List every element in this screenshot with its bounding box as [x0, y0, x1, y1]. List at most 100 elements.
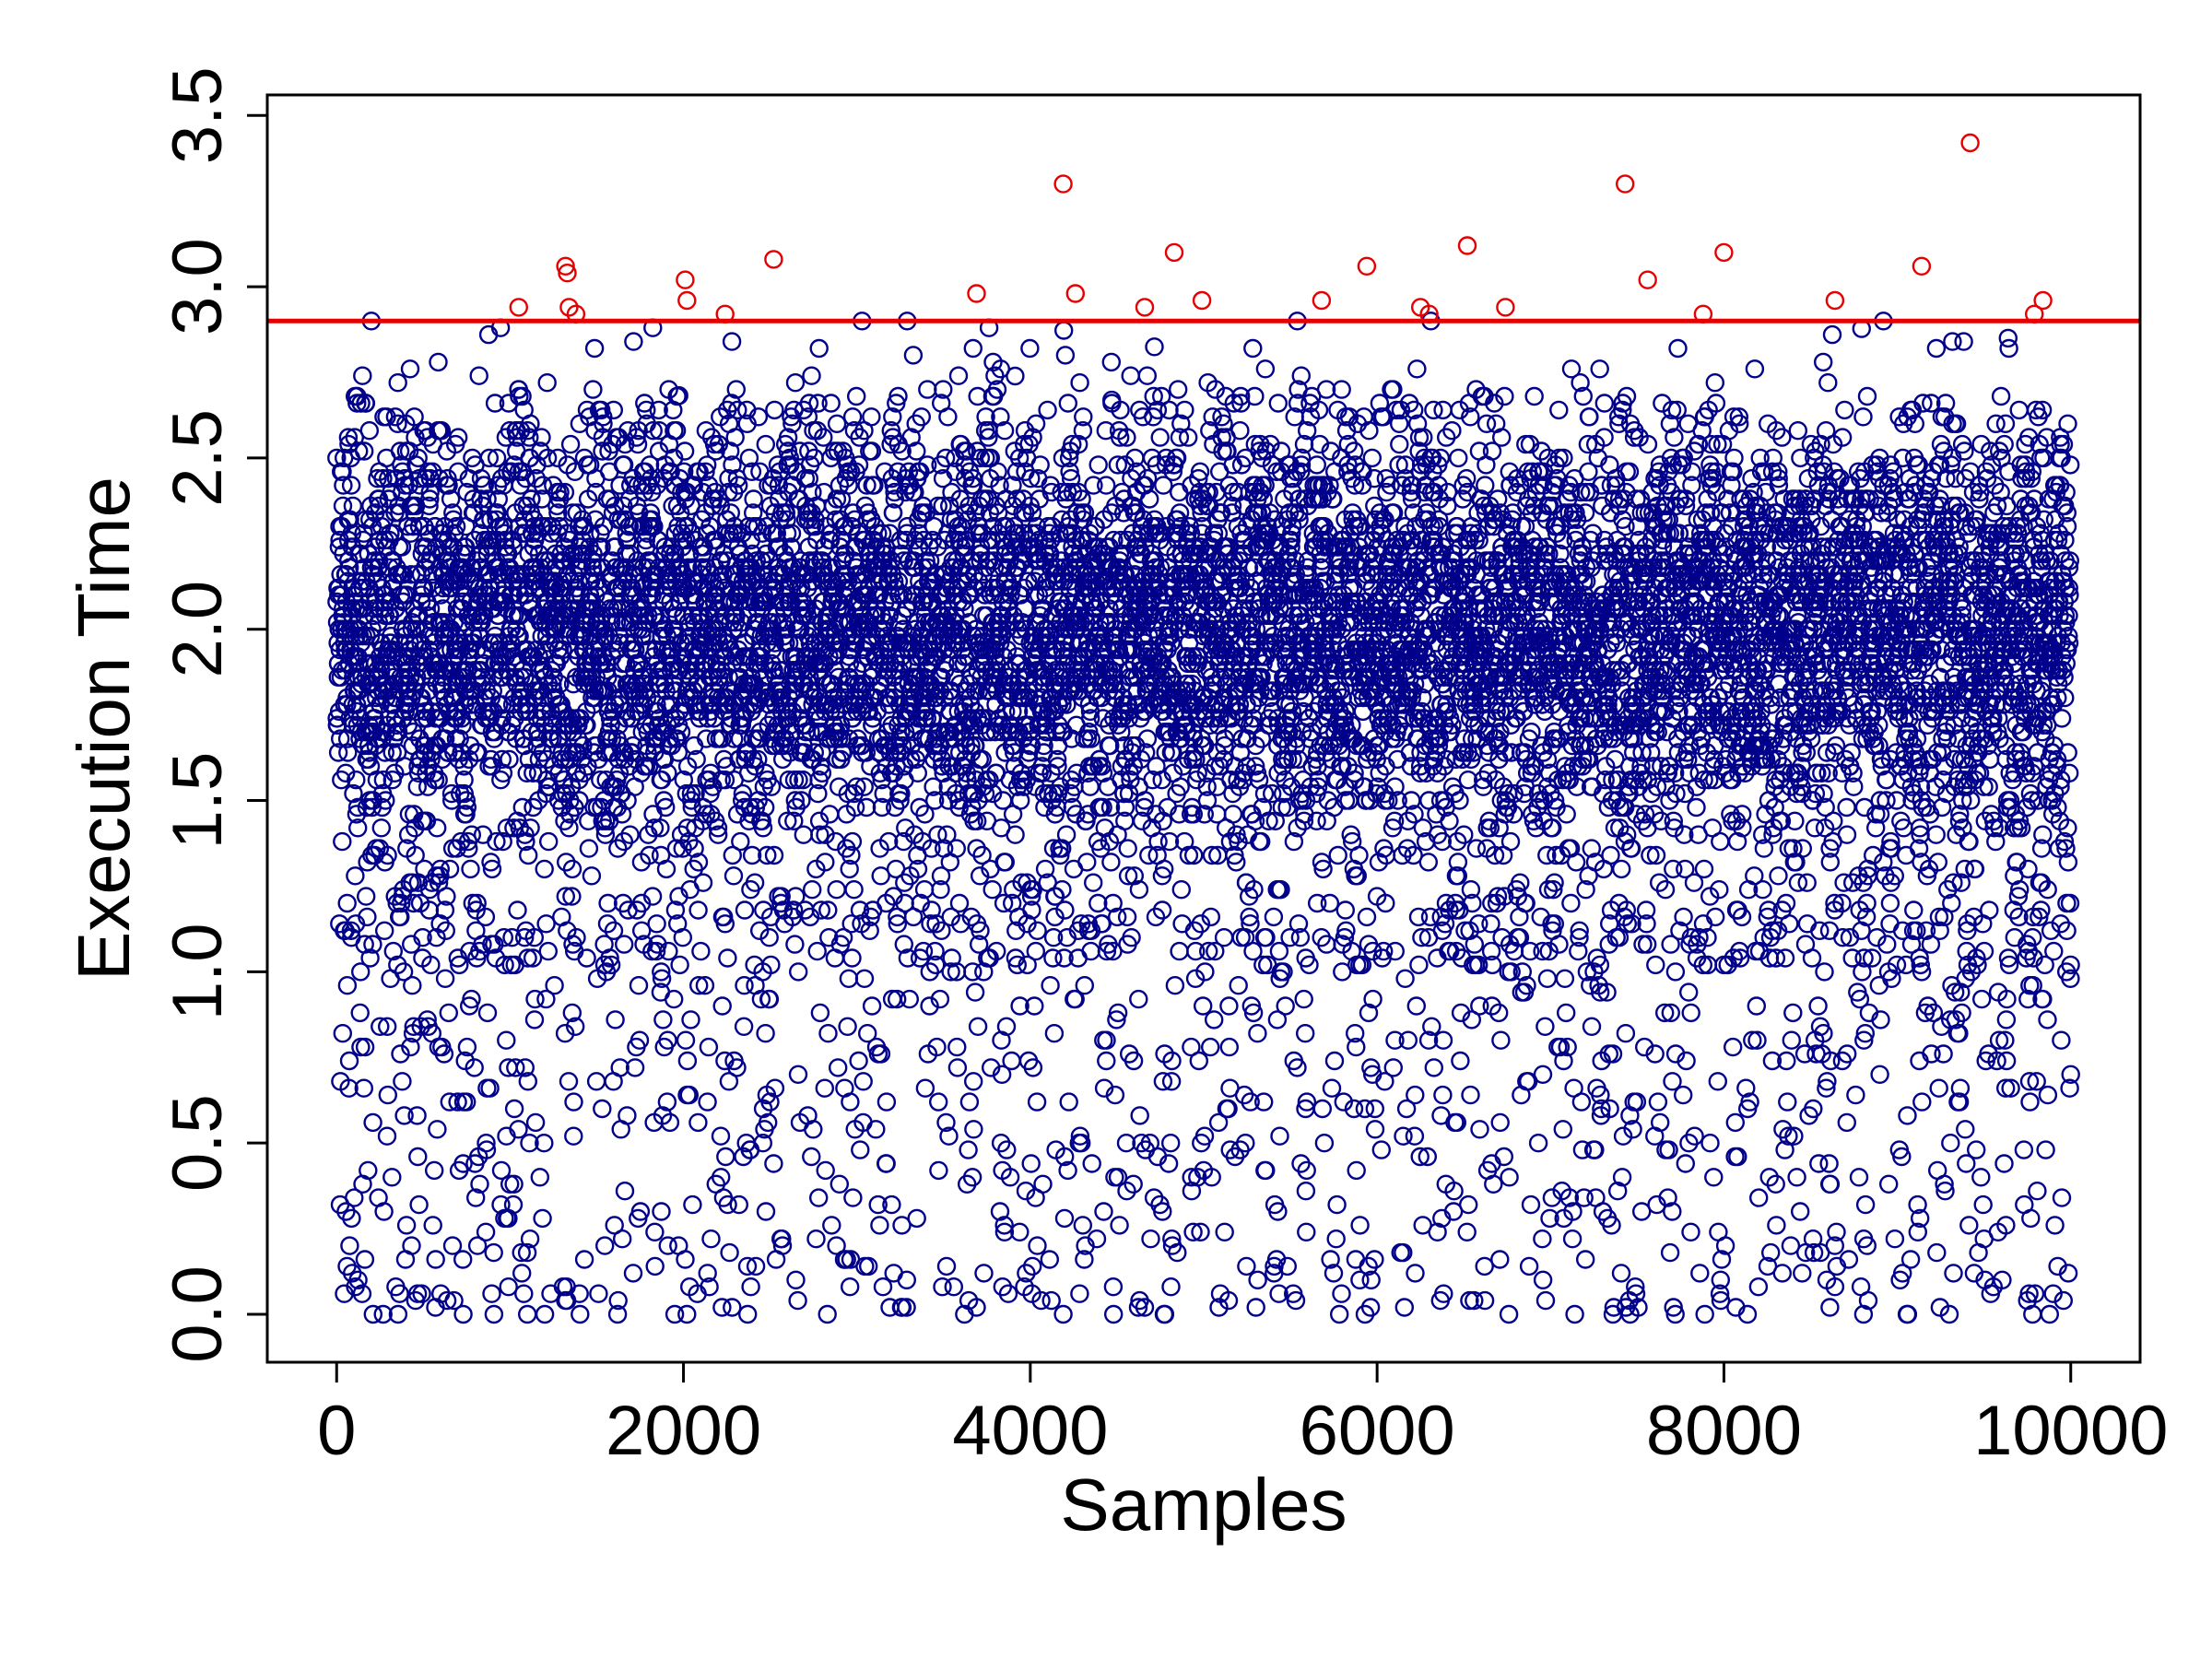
data-point: [620, 825, 640, 844]
data-point: [348, 818, 368, 838]
data-point: [437, 887, 456, 906]
data-point: [453, 1250, 473, 1269]
data-point: [454, 771, 474, 790]
data-point: [589, 1284, 608, 1303]
data-point: [456, 805, 476, 824]
data-point: [516, 469, 535, 488]
data-point: [644, 818, 665, 838]
data-point: [647, 914, 666, 934]
data-point: [628, 434, 648, 454]
data-point: [401, 1037, 420, 1057]
data-point: [555, 1023, 575, 1043]
data-point: [593, 558, 612, 577]
data-point: [566, 1017, 585, 1037]
data-point: [614, 496, 633, 516]
data-point: [375, 743, 394, 762]
data-point: [570, 1284, 589, 1303]
data-point: [512, 1242, 531, 1263]
data-point: [646, 941, 666, 961]
data-point: [654, 791, 674, 810]
data-point: [582, 866, 602, 886]
data-point: [503, 1194, 524, 1215]
data-point: [556, 887, 575, 906]
data-point: [446, 517, 466, 536]
data-point: [651, 818, 670, 838]
data-point: [378, 1085, 397, 1105]
data-point: [388, 414, 407, 433]
data-point: [643, 421, 663, 441]
data-point: [339, 1051, 359, 1071]
data-point: [376, 791, 395, 810]
data-point: [426, 1250, 445, 1269]
data-point: [457, 1092, 477, 1112]
data-point: [477, 489, 497, 509]
data-point: [660, 1112, 680, 1133]
data-point: [560, 434, 581, 454]
data-point: [441, 489, 461, 509]
data-point: [373, 1304, 393, 1324]
data-point: [637, 688, 657, 708]
data-point: [623, 1264, 643, 1283]
data-point: [453, 715, 472, 735]
data-point: [610, 1058, 629, 1077]
data-point: [652, 969, 672, 989]
data-point: [545, 975, 564, 995]
data-point: [618, 1106, 637, 1125]
data-point: [414, 578, 434, 598]
data-point: [494, 928, 513, 947]
data-point: [604, 921, 624, 940]
data-point: [499, 1277, 518, 1297]
data-point: [510, 627, 529, 646]
data-point: [574, 1250, 594, 1269]
data-point: [391, 1044, 410, 1064]
data-point: [342, 1208, 361, 1229]
data-point: [658, 1236, 677, 1255]
data-point: [698, 1092, 717, 1112]
data-point: [413, 928, 432, 947]
data-point: [481, 853, 500, 872]
data-point: [529, 647, 548, 666]
data-point: [390, 441, 410, 461]
data-point: [696, 805, 716, 824]
data-point: [374, 1202, 394, 1221]
data-point: [562, 859, 582, 879]
data-point: [466, 1188, 486, 1207]
data-point: [538, 941, 558, 961]
data-point: [375, 921, 394, 940]
data-point: [442, 1236, 463, 1255]
data-point: [676, 1250, 695, 1269]
data-point: [698, 455, 717, 475]
data-point: [675, 441, 695, 461]
data-point: [404, 517, 423, 536]
data-point: [653, 1010, 673, 1030]
data-point: [512, 1264, 532, 1283]
data-point: [354, 1078, 373, 1098]
data-point: [688, 1112, 708, 1133]
data-point: [391, 907, 410, 927]
data-point: [394, 962, 414, 982]
data-point: [656, 859, 677, 879]
data-point: [555, 482, 575, 502]
data-point: [482, 859, 502, 879]
data-point: [665, 900, 686, 920]
data-point: [536, 989, 556, 1009]
data-point: [402, 1236, 421, 1255]
data-point: [657, 1092, 677, 1112]
data-point: [504, 1099, 524, 1119]
data-point: [382, 1168, 402, 1187]
data-point: [351, 962, 371, 982]
data-point: [423, 462, 442, 481]
data-point: [420, 599, 441, 618]
data-point: [421, 955, 441, 975]
data-point: [399, 825, 418, 844]
data-point: [481, 749, 500, 770]
data-point: [338, 743, 358, 762]
data-point: [564, 1126, 583, 1146]
data-point: [358, 907, 377, 927]
data-point: [606, 1010, 625, 1030]
data-point: [673, 928, 692, 947]
data-point: [685, 839, 704, 858]
data-point: [475, 476, 494, 495]
data-point: [557, 853, 576, 872]
